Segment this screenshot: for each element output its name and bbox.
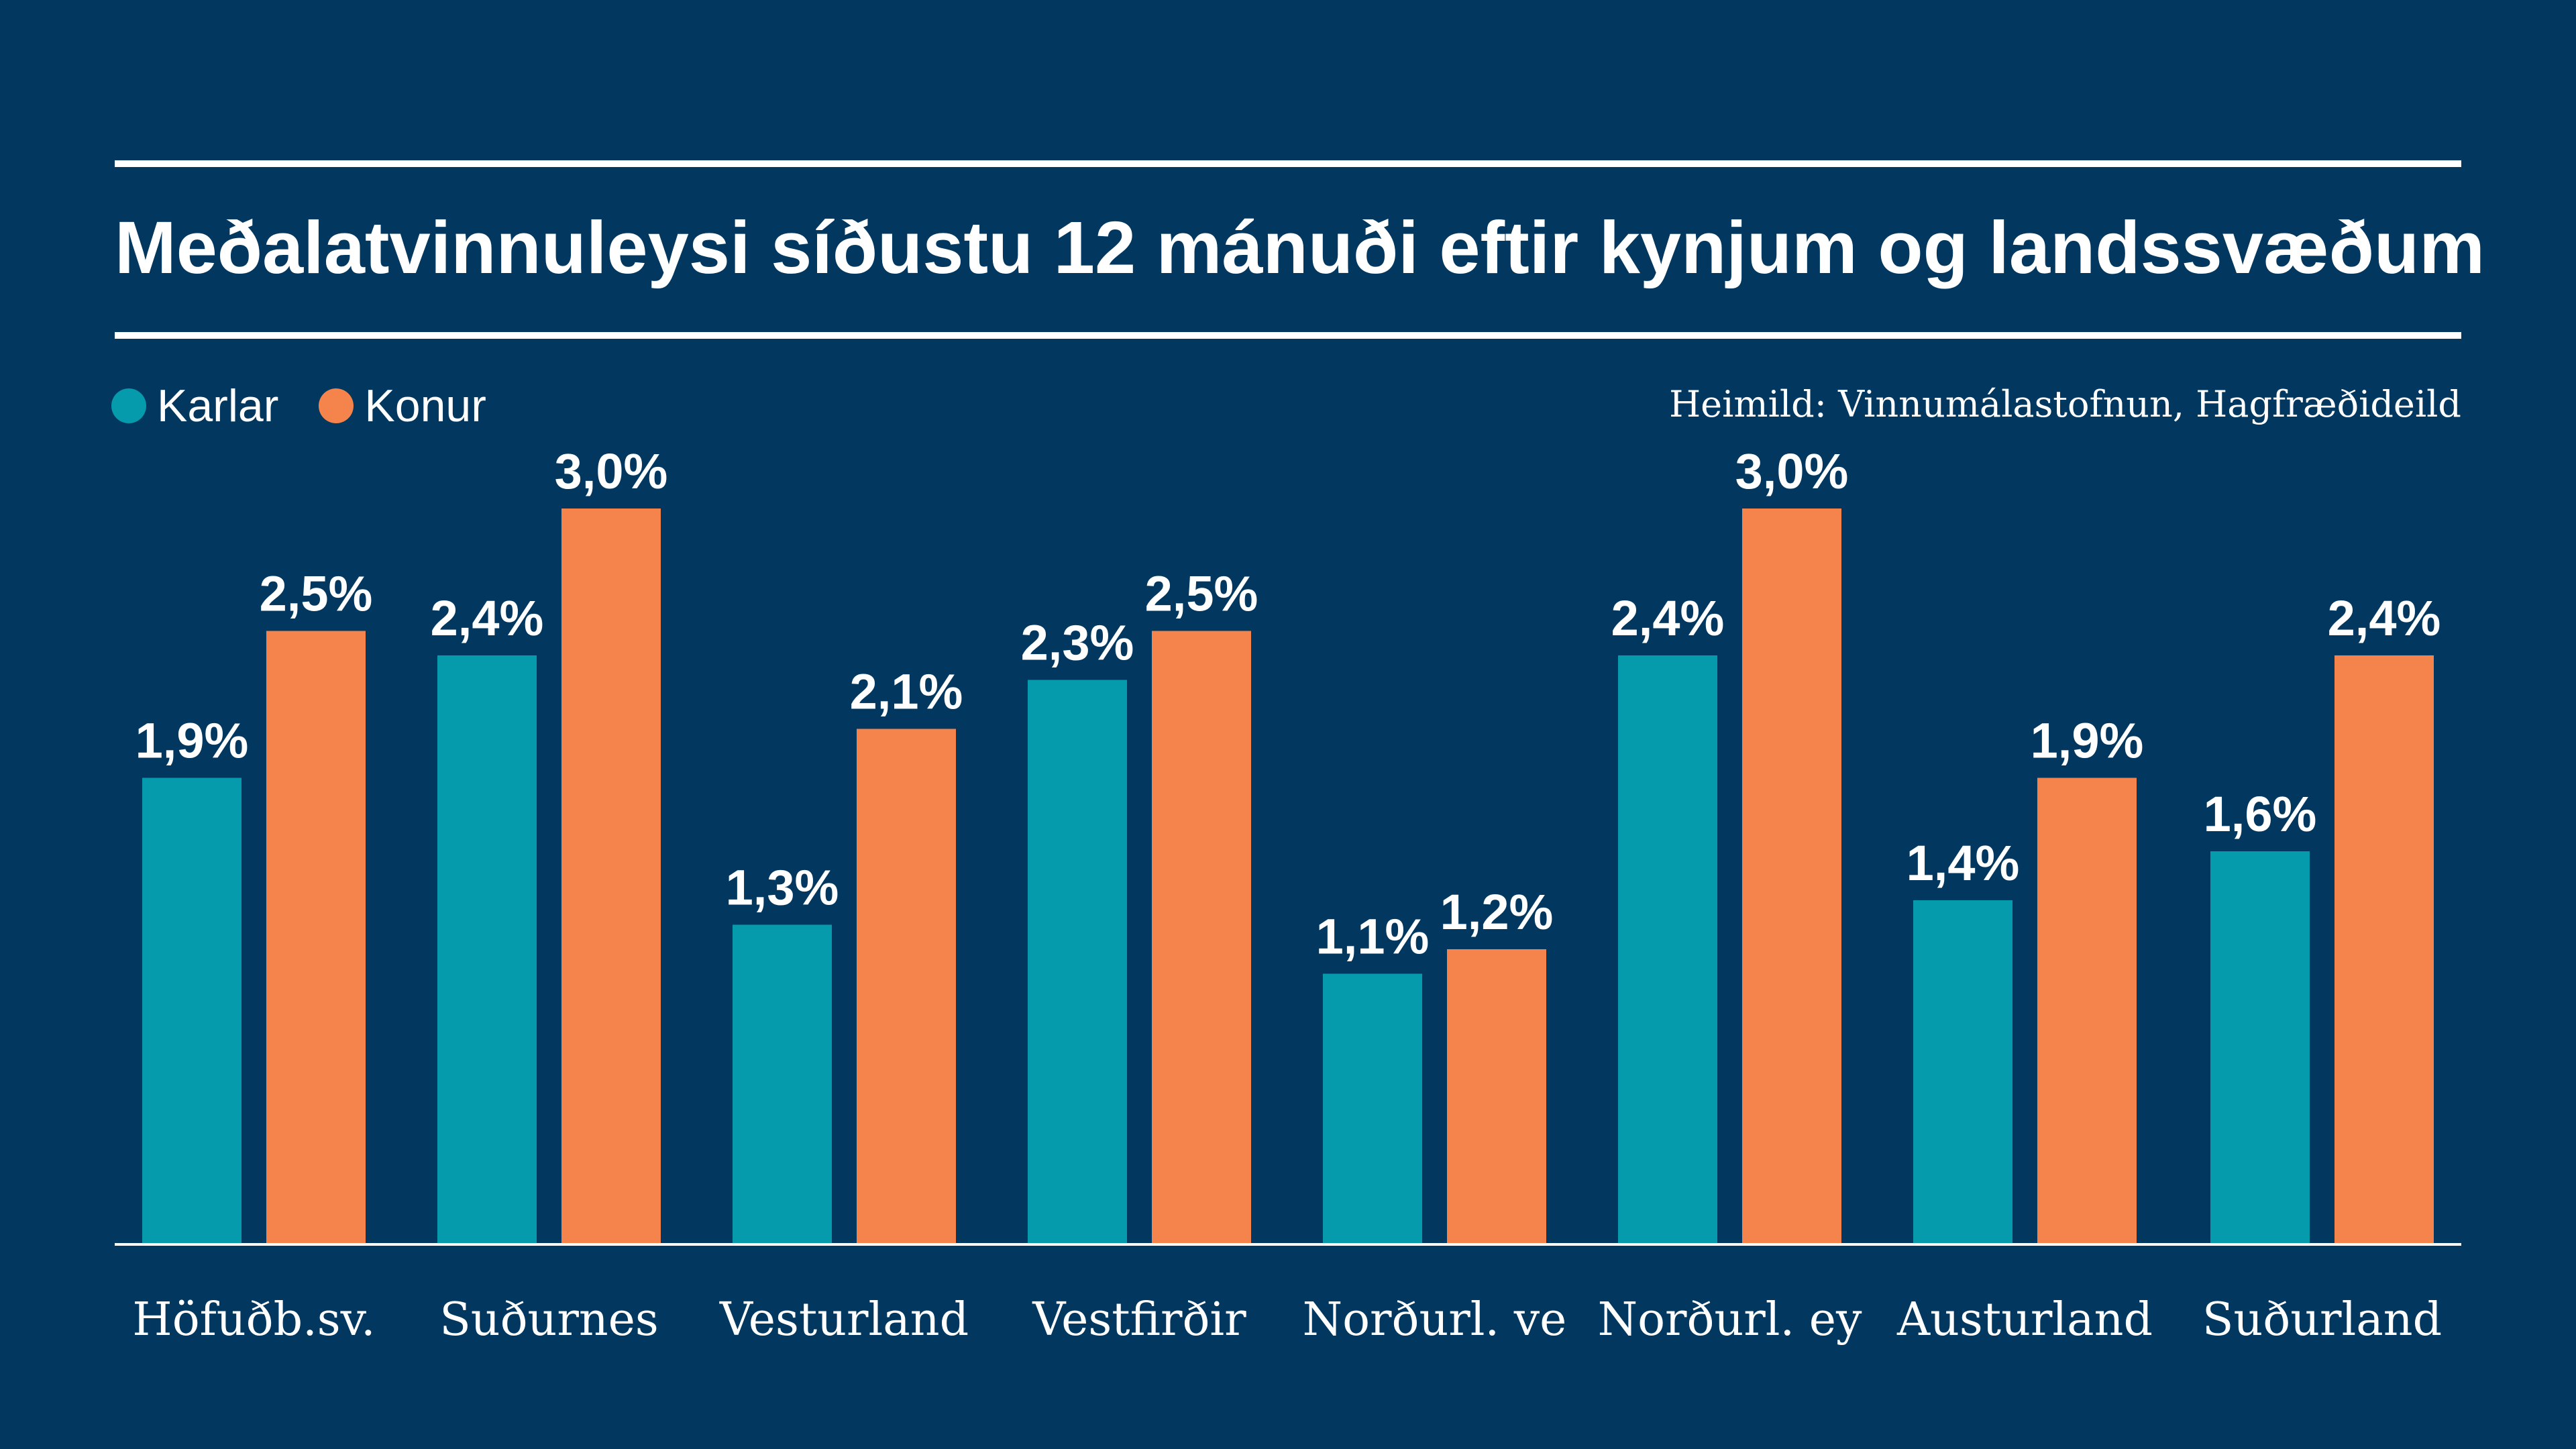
legend-dot-konur-icon <box>319 388 354 423</box>
category-label-5: Norðurl. ey <box>1598 1293 1862 1346</box>
data-label-karlar-3: 2,3% <box>1021 615 1134 671</box>
data-label-karlar-6: 1,4% <box>1907 835 2020 891</box>
bar-konur-2 <box>857 729 956 1243</box>
data-label-konur-1: 3,0% <box>555 443 668 499</box>
legend-label-karlar: Karlar <box>157 380 279 431</box>
data-label-konur-5: 3,0% <box>1735 443 1849 499</box>
category-label-4: Norðurl. ve <box>1303 1293 1567 1346</box>
bar-konur-4 <box>1447 949 1546 1243</box>
legend-item-karlar: Karlar <box>111 380 278 432</box>
legend-dot-karlar-icon <box>111 388 146 423</box>
bar-karlar-4 <box>1323 973 1422 1243</box>
bar-karlar-1 <box>437 655 537 1243</box>
bar-karlar-6 <box>1913 900 2012 1243</box>
title-rule-top <box>115 160 2461 167</box>
legend: Karlar Konur <box>111 376 527 436</box>
data-label-karlar-1: 2,4% <box>431 590 544 646</box>
data-label-karlar-4: 1,1% <box>1316 909 1430 965</box>
category-label-1: Suðurnes <box>439 1293 659 1346</box>
bar-karlar-7 <box>2210 851 2310 1243</box>
source-note: Heimild: Vinnumálastofnun, Hagfræðideild <box>1669 383 2461 425</box>
data-label-karlar-2: 1,3% <box>726 860 839 916</box>
data-label-konur-3: 2,5% <box>1145 566 1258 622</box>
bar-konur-6 <box>2037 777 2137 1243</box>
chart-title: Meðalatvinnuleysi síðustu 12 mánuði efti… <box>115 207 2485 289</box>
legend-item-konur: Konur <box>319 380 486 432</box>
data-label-konur-4: 1,2% <box>1440 884 1554 940</box>
data-label-karlar-7: 1,6% <box>2204 786 2317 842</box>
bar-karlar-3 <box>1028 680 1127 1243</box>
bar-karlar-2 <box>733 924 832 1243</box>
bar-karlar-5 <box>1618 655 1717 1243</box>
bar-karlar-0 <box>142 777 241 1243</box>
category-label-0: Höfuðb.sv. <box>132 1293 375 1346</box>
legend-label-konur: Konur <box>364 380 486 431</box>
data-label-konur-7: 2,4% <box>2328 590 2441 646</box>
bar-konur-0 <box>266 631 366 1243</box>
data-label-konur-2: 2,1% <box>850 664 963 720</box>
title-rule-bottom <box>115 332 2461 339</box>
category-label-6: Austurland <box>1896 1293 2153 1346</box>
bar-konur-5 <box>1742 508 1841 1243</box>
bar-konur-1 <box>561 508 661 1243</box>
data-label-konur-0: 2,5% <box>260 566 373 622</box>
bar-konur-3 <box>1152 631 1251 1243</box>
data-label-karlar-0: 1,9% <box>136 713 249 769</box>
category-label-7: Suðurland <box>2202 1293 2442 1346</box>
data-label-karlar-5: 2,4% <box>1611 590 1725 646</box>
bar-konur-7 <box>2334 655 2434 1243</box>
data-label-konur-6: 1,9% <box>2031 713 2144 769</box>
category-label-2: Vesturland <box>719 1293 969 1346</box>
category-label-3: Vestfirðir <box>1032 1293 1246 1346</box>
